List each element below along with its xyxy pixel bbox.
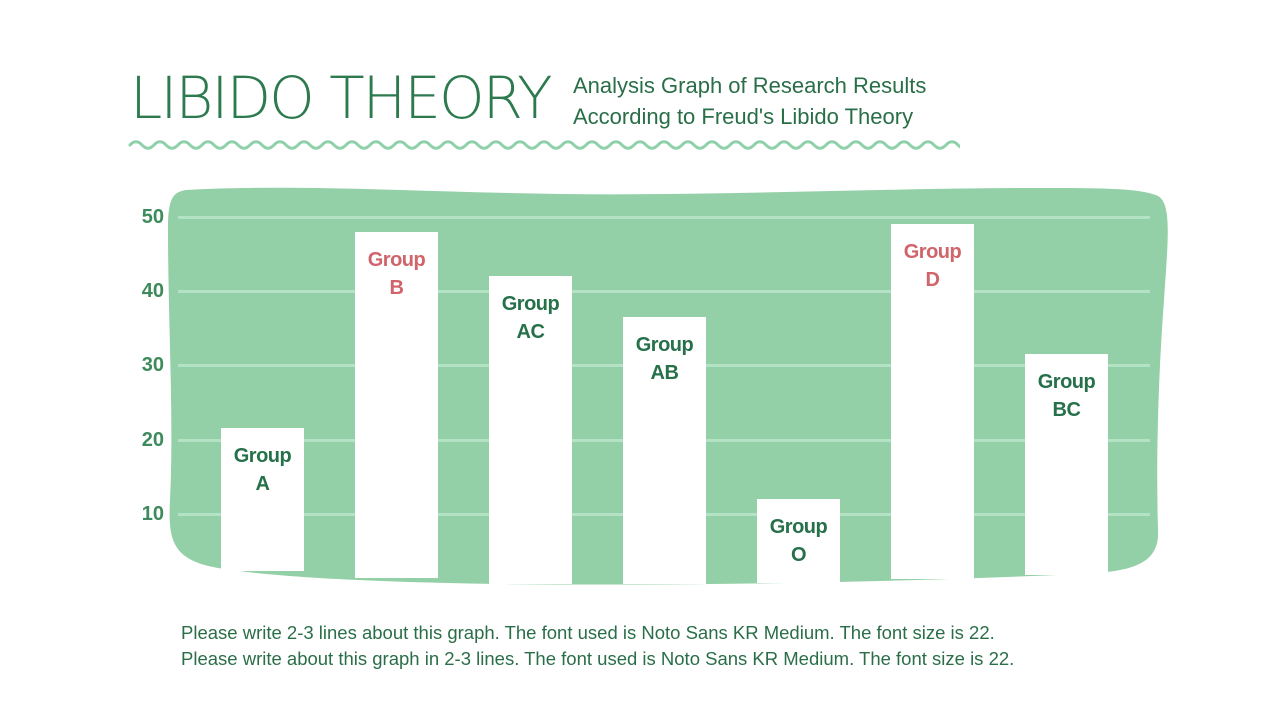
bar-label: Group AB — [635, 334, 694, 385]
y-tick-label: 40 — [141, 280, 164, 303]
bar-label: Group O — [769, 515, 828, 566]
page-subtitle: Analysis Graph of Research Results Accor… — [573, 70, 926, 132]
bar-group-a: Group A — [221, 428, 304, 571]
page-title: LIBIDO THEORY — [130, 64, 553, 132]
subtitle-line-1: Analysis Graph of Research Results — [573, 73, 927, 98]
bar-label: Group A — [233, 445, 292, 496]
gridline-50 — [178, 216, 1150, 219]
wavy-divider — [128, 140, 960, 150]
y-tick-label: 10 — [141, 502, 164, 525]
bar-label: Group AC — [501, 293, 560, 344]
y-tick-label: 20 — [141, 428, 164, 451]
caption-line-2: Please write about this graph in 2-3 lin… — [181, 648, 1015, 669]
y-tick-label: 30 — [141, 354, 164, 377]
bar-group-bc: Group BC — [1025, 354, 1108, 575]
gridline-40 — [178, 290, 1150, 294]
bar-label: Group B — [367, 248, 426, 299]
y-tick-label: 50 — [141, 206, 164, 228]
bar-group-ab: Group AB — [623, 317, 706, 584]
subtitle-line-2: According to Freud's Libido Theory — [573, 104, 914, 129]
bar-label: Group D — [903, 241, 962, 292]
caption-line-1: Please write 2-3 lines about this graph.… — [181, 622, 995, 643]
graph-caption: Please write 2-3 lines about this graph.… — [181, 620, 1014, 672]
bar-label: Group BC — [1037, 371, 1096, 422]
bar-group-ac: Group AC — [489, 276, 572, 584]
bar-group-d: Group D — [891, 224, 974, 579]
bar-group-o: Group O — [757, 498, 840, 583]
bar-group-b: Group B — [355, 231, 438, 578]
